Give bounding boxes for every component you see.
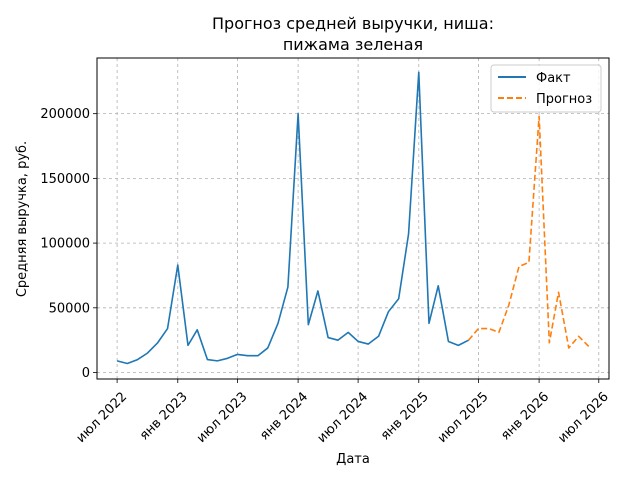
x-axis-label: Дата bbox=[336, 452, 370, 467]
legend-label-fact: Факт bbox=[536, 71, 571, 86]
y-axis-label: Средняя выручка, руб. bbox=[15, 141, 30, 297]
legend-label-forecast: Прогноз bbox=[536, 92, 592, 107]
y-tick-label: 0 bbox=[82, 366, 90, 381]
y-tick-label: 200000 bbox=[40, 107, 90, 122]
y-tick-label: 100000 bbox=[40, 237, 90, 252]
chart-title-line-2: пижама зеленая bbox=[283, 35, 423, 54]
y-tick-label: 150000 bbox=[40, 172, 90, 187]
chart-title-line-1: Прогноз средней выручки, ниша: bbox=[212, 14, 494, 33]
legend: Факт Прогноз bbox=[491, 65, 601, 112]
y-tick-label: 50000 bbox=[49, 301, 90, 316]
